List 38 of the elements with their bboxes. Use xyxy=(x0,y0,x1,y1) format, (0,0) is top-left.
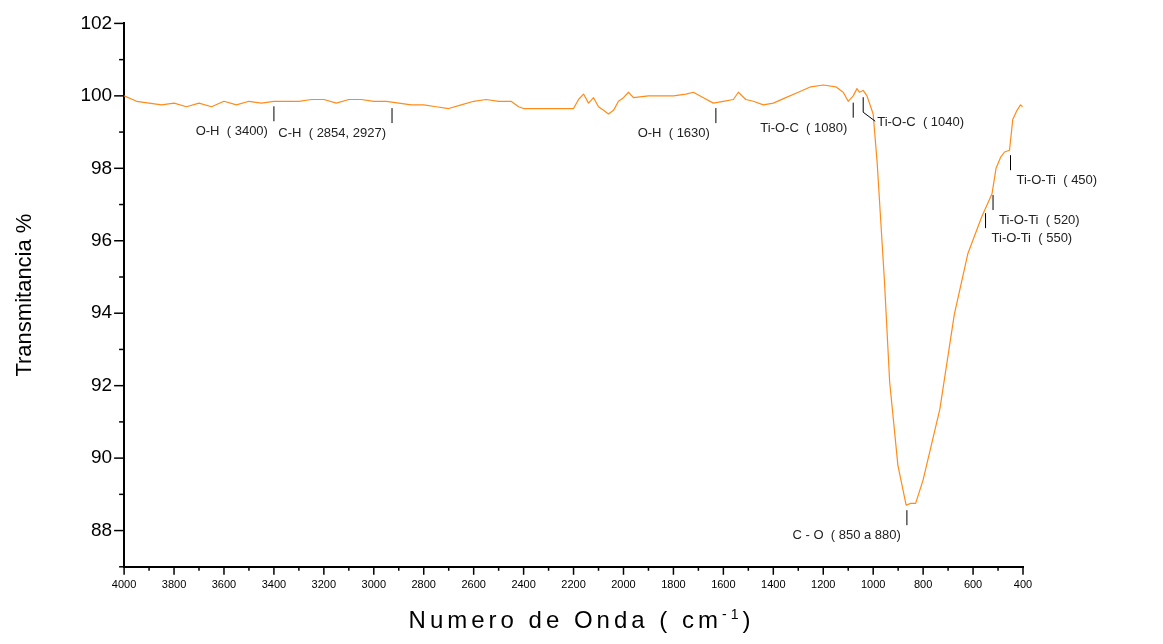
annotation: Ti-O-Ti ( 450) xyxy=(1016,172,1098,188)
annotation: Ti-O-Ti ( 550) xyxy=(991,230,1073,246)
annotation: O-H ( 3400) xyxy=(195,123,268,139)
x-tick-label: 2800 xyxy=(411,578,436,591)
x-tick-label: 1000 xyxy=(860,578,886,591)
x-tick-label: 1600 xyxy=(711,578,736,591)
x-tick-label: 2000 xyxy=(611,578,636,591)
y-tick-label: 90 xyxy=(90,446,113,468)
y-tick-label: 94 xyxy=(90,301,113,323)
x-axis-title: Numero de Onda ( cm$^{-1}$) xyxy=(407,606,756,634)
annotation: O-H ( 1630) xyxy=(637,125,710,141)
y-tick-label: 98 xyxy=(90,156,113,178)
annotation: C - O ( 850 a 880) xyxy=(792,527,901,543)
x-tick-label: 3400 xyxy=(261,578,287,591)
annotation: Ti-O-C ( 1040) xyxy=(877,114,965,130)
x-tick-label: 1800 xyxy=(661,578,686,591)
x-tick-label: 3200 xyxy=(311,578,337,591)
x-tick-label: 3600 xyxy=(211,578,237,591)
x-tick-label: 1200 xyxy=(811,578,836,591)
x-tick-label: 3000 xyxy=(361,578,387,591)
x-tick-label: 3800 xyxy=(161,578,187,591)
x-tick-label: 800 xyxy=(913,578,933,591)
annotation: Ti-O-C ( 1080) xyxy=(760,119,848,135)
y-tick-label: 92 xyxy=(90,373,113,395)
y-axis-title: Transmitancia % xyxy=(11,213,37,377)
x-tick-label: 2200 xyxy=(561,578,586,591)
x-tick-label: 2400 xyxy=(511,578,536,591)
y-tick-label: 96 xyxy=(90,228,113,250)
annotation: C-H ( 2854, 2927) xyxy=(278,125,387,141)
y-tick-label: 100 xyxy=(80,84,113,106)
x-tick-label: 600 xyxy=(963,578,983,591)
x-tick-label: 400 xyxy=(1013,578,1033,591)
x-tick-label: 4000 xyxy=(111,578,137,591)
annotation: Ti-O-Ti ( 520) xyxy=(999,212,1080,228)
y-tick-label: 102 xyxy=(80,11,113,33)
y-tick-label: 88 xyxy=(90,518,113,540)
x-tick-label: 2600 xyxy=(461,578,486,591)
x-tick-label: 1400 xyxy=(761,578,786,591)
